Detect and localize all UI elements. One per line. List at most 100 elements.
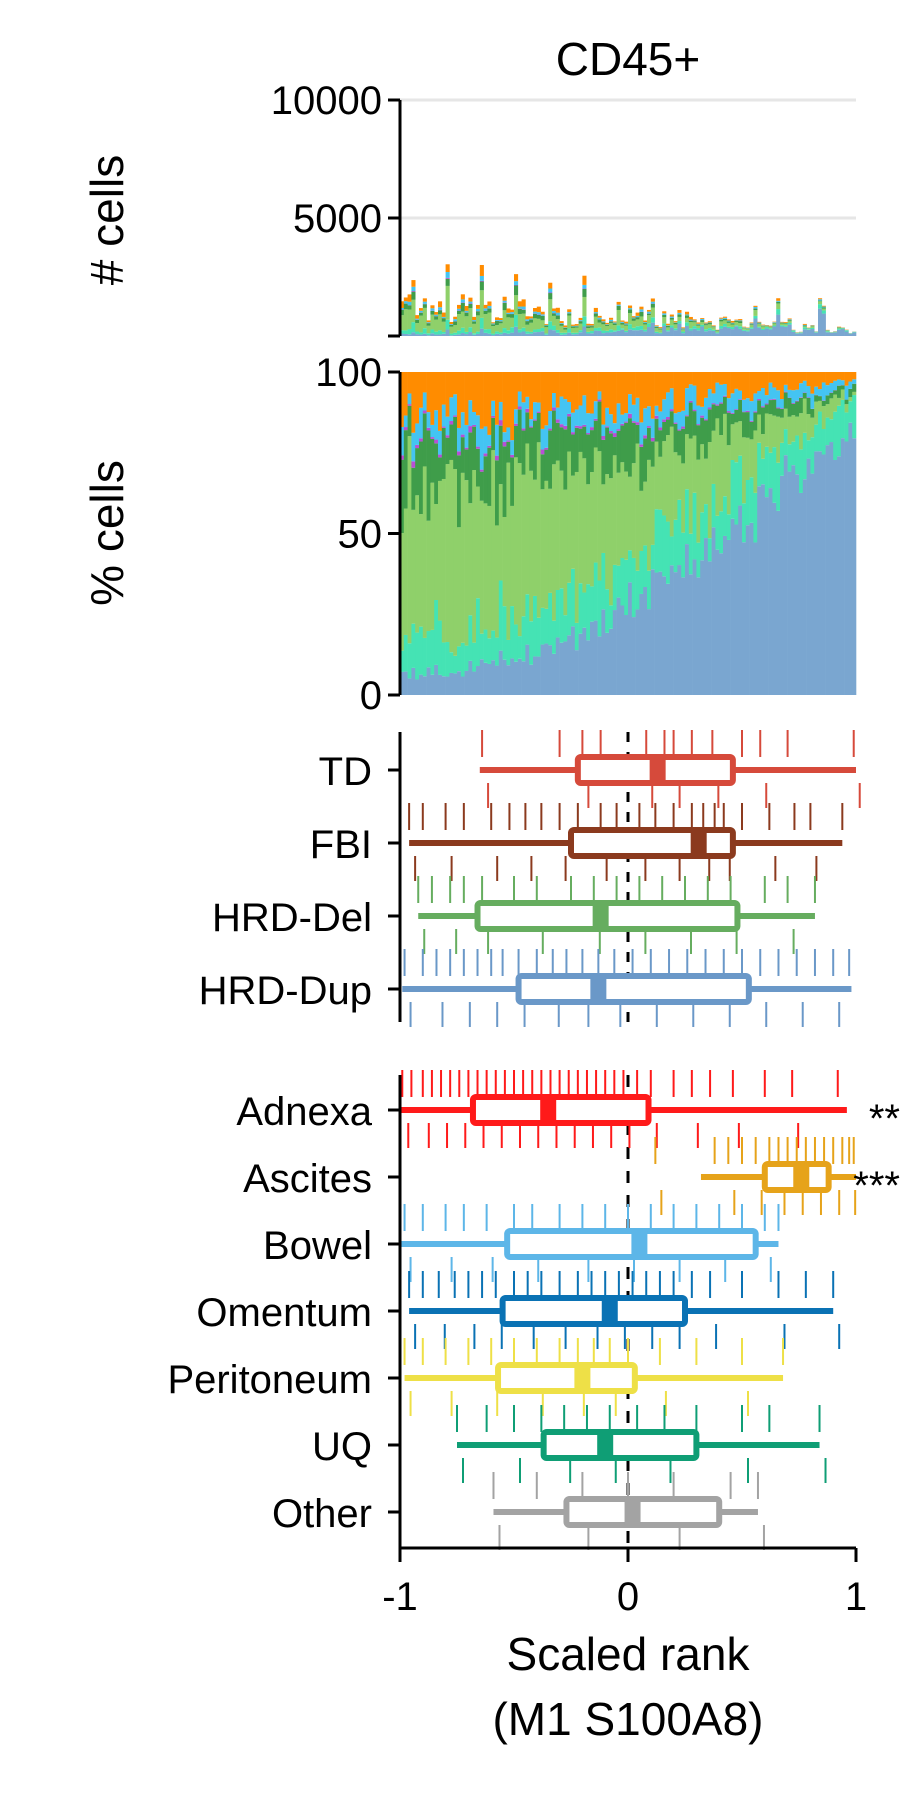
fraction-bar-segment <box>407 436 412 644</box>
fraction-bar-segment <box>673 519 678 573</box>
count-bar-segment <box>749 323 754 325</box>
fraction-bar-segment <box>692 411 697 436</box>
count-bar-segment <box>666 325 671 326</box>
fraction-bar-segment <box>472 642 477 672</box>
significance-marker: *** <box>853 1164 900 1208</box>
fraction-bar-segment <box>510 658 515 695</box>
count-bar-segment <box>552 315 557 326</box>
count-bar-segment <box>419 332 424 335</box>
fraction-bar-segment <box>780 408 785 418</box>
fraction-bar-segment <box>673 423 678 453</box>
fraction-bar-segment <box>578 372 583 406</box>
fraction-bar-segment <box>650 372 655 419</box>
fraction-bar-segment <box>605 427 610 475</box>
fraction-bar-segment <box>563 429 568 490</box>
fraction-bar-segment <box>791 403 796 416</box>
fraction-bar-segment <box>563 641 568 695</box>
count-bar-segment <box>742 328 747 330</box>
count-bar-segment <box>483 310 488 315</box>
fraction-bar-segment <box>818 411 823 452</box>
fraction-bar-segment <box>772 387 777 399</box>
fraction-bar-segment <box>559 642 564 695</box>
fraction-bar-segment <box>745 412 750 438</box>
count-bar-segment <box>567 332 572 336</box>
fraction-bar-segment <box>730 518 735 695</box>
fraction-bar-segment <box>593 447 598 563</box>
fraction-bar-segment <box>559 470 564 589</box>
fraction-bar-segment <box>612 423 617 434</box>
fraction-bar-segment <box>491 660 496 695</box>
fraction-bar-segment <box>514 624 519 662</box>
fraction-bar-segment <box>453 469 458 656</box>
fraction-bar-segment <box>666 417 671 420</box>
count-bar-segment <box>593 307 598 313</box>
fraction-bar-segment <box>742 399 747 412</box>
fraction-bar-segment <box>479 471 484 501</box>
count-bar-segment <box>704 322 709 324</box>
count-bar-segment <box>840 328 845 336</box>
x-tick-label: 0 <box>617 1575 639 1619</box>
fraction-bar-segment <box>460 642 465 677</box>
fraction-bar-segment <box>445 437 450 465</box>
fraction-bar-segment <box>430 372 435 425</box>
fraction-bar-segment <box>806 397 811 415</box>
fraction-y-label: % cells <box>81 460 133 606</box>
fraction-bar-segment <box>814 386 819 395</box>
fraction-bar-segment <box>825 445 830 695</box>
fraction-bar-segment <box>441 427 446 479</box>
fraction-bar-segment <box>780 408 785 409</box>
count-bar-segment <box>510 309 515 313</box>
fraction-bar-segment <box>487 445 492 448</box>
fraction-bar-segment <box>795 372 800 390</box>
count-bar-segment <box>806 328 811 330</box>
count-bar-segment <box>768 329 773 336</box>
count-bar-segment <box>582 296 587 317</box>
fraction-bar-segment <box>749 477 754 523</box>
count-bar-segment <box>711 327 716 330</box>
fraction-bar-segment <box>502 659 507 695</box>
count-bar-segment <box>590 327 595 332</box>
fraction-bar-segment <box>411 461 416 468</box>
box <box>495 1362 638 1394</box>
count-bar-segment <box>597 322 602 328</box>
fraction-bar-segment <box>582 372 587 396</box>
count-bar-segment <box>472 316 477 321</box>
fraction-bar-segment <box>643 438 648 482</box>
count-bar-segment <box>787 320 792 323</box>
count-bar-segment <box>472 320 477 322</box>
fraction-bar-segment <box>472 426 477 471</box>
fraction-bar-segment <box>681 372 686 411</box>
fraction-bar-segment <box>491 417 496 451</box>
category-label: TD <box>319 750 372 794</box>
fraction-bar-segment <box>844 412 849 442</box>
fraction-bar-segment <box>692 492 697 560</box>
fraction-bar-segment <box>521 372 526 403</box>
count-bar-segment <box>787 320 792 321</box>
count-bar-segment <box>597 327 602 331</box>
count-bar-segment <box>457 310 462 315</box>
fraction-bar-segment <box>590 586 595 622</box>
count-bar-segment <box>825 332 830 336</box>
fraction-bar-segment <box>810 437 815 474</box>
fraction-bar-segment <box>468 615 473 661</box>
count-bar-segment <box>590 326 595 328</box>
count-bar-segment <box>597 319 602 323</box>
count-bar-segment <box>586 323 591 326</box>
fraction-bar-segment <box>434 600 439 665</box>
category-label: Adnexa <box>236 1090 372 1134</box>
fraction-bar-segment <box>601 609 606 695</box>
fraction-bar-segment <box>460 372 465 413</box>
count-bar-segment <box>464 334 469 336</box>
fraction-bar-segment <box>609 433 614 479</box>
fraction-bar-segment <box>761 434 766 459</box>
count-bar-segment <box>601 322 606 325</box>
count-bar-segment <box>852 332 857 336</box>
count-bar-segment <box>719 321 724 326</box>
median-marker <box>540 1097 557 1123</box>
count-bar-segment <box>563 328 568 330</box>
count-bar-segment <box>688 316 693 320</box>
count-bar-segment <box>726 319 731 321</box>
fraction-bar-segment <box>536 656 541 695</box>
count-bar-segment <box>517 332 522 336</box>
counts-gridlines <box>400 98 856 220</box>
